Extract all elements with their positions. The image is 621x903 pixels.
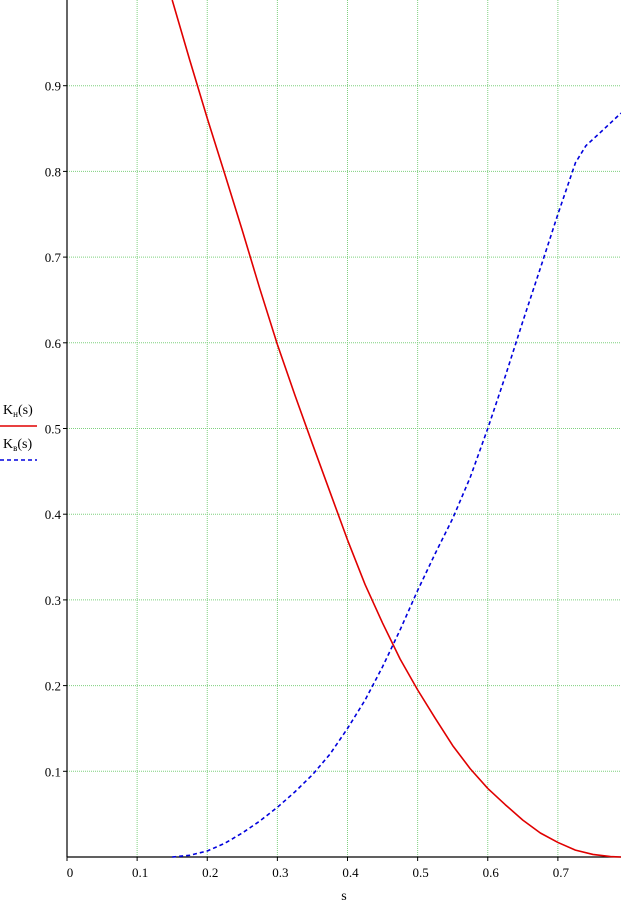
y-tick-label-7: 0.8	[45, 164, 61, 179]
y-tick-label-5: 0.6	[45, 336, 62, 351]
tick-labels: 0 0.1 0.2 0.3 0.4 0.5 0.6 0.7 0.1 0.2 0.3 0.4 0.5 0.6…	[45, 79, 570, 880]
x-tick-label-6: 0.6	[483, 865, 500, 880]
y-tick-label-8: 0.9	[45, 79, 61, 94]
series-line-1	[172, 112, 621, 858]
x-tick-label-4: 0.4	[342, 865, 359, 880]
legend-label-1: Kв(s)	[3, 437, 32, 453]
axes	[63, 0, 621, 861]
legend: Kн(s) Kв(s)	[0, 403, 37, 461]
series-layer	[171, 0, 621, 858]
series-line-0	[171, 0, 621, 858]
x-axis-label: s	[341, 889, 346, 903]
y-tick-label-2: 0.3	[45, 593, 61, 608]
x-tick-label-2: 0.2	[202, 865, 218, 880]
x-tick-label-5: 0.5	[413, 865, 429, 880]
y-tick-label-6: 0.7	[45, 250, 62, 265]
x-tick-label-7: 0.7	[553, 865, 570, 880]
x-tick-label-1: 0.1	[132, 865, 148, 880]
legend-label-0: Kн(s)	[3, 403, 33, 419]
x-tick-label-3: 0.3	[272, 865, 288, 880]
x-tick-label-0: 0	[67, 865, 74, 880]
y-tick-label-4: 0.5	[45, 422, 61, 437]
y-tick-label-1: 0.2	[45, 679, 61, 694]
y-tick-label-0: 0.1	[45, 764, 61, 779]
y-tick-label-3: 0.4	[45, 507, 62, 522]
